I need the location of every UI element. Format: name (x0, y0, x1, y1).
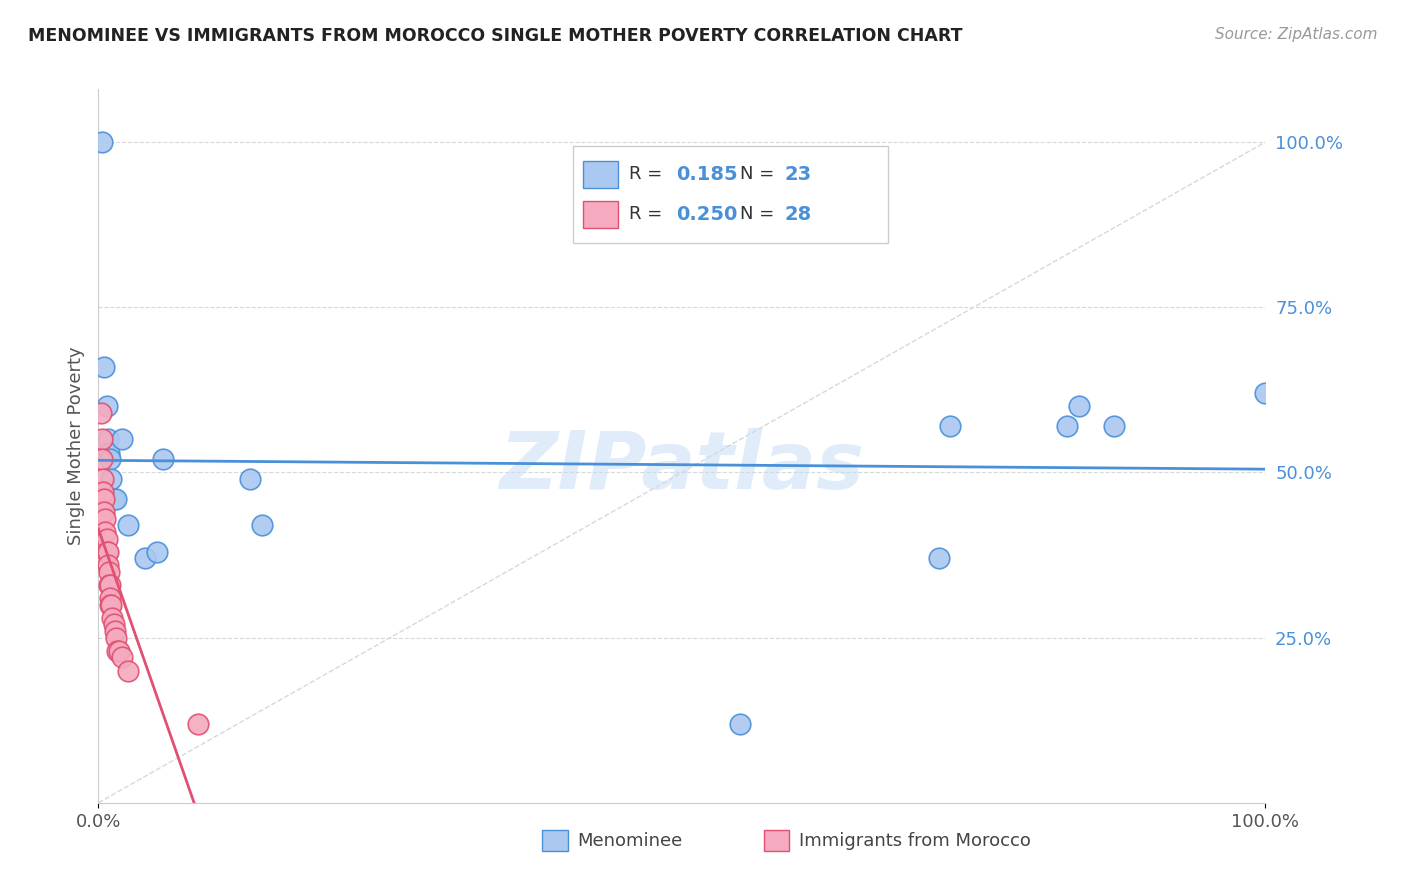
Point (97, 558, 120, 572)
Point (108, 644, 131, 658)
Point (100, 598, 122, 612)
Text: 0.250: 0.250 (676, 204, 738, 224)
Point (93, 491, 115, 506)
Point (90, 135, 112, 149)
Point (90, 433, 112, 447)
Point (101, 611, 124, 625)
Point (97, 578, 120, 592)
Point (104, 491, 127, 506)
Point (105, 644, 128, 658)
Point (239, 472, 262, 486)
Point (152, 452, 174, 467)
Point (96, 545, 118, 559)
Point (98, 598, 121, 612)
Point (93, 359, 115, 374)
Bar (582, 161, 617, 187)
Point (97, 565, 120, 579)
Point (250, 518, 273, 533)
Text: Menominee: Menominee (576, 831, 682, 849)
Text: R =: R = (630, 205, 668, 223)
Point (98, 452, 121, 467)
Point (103, 617, 125, 632)
Point (91, 485, 114, 500)
Point (98, 591, 121, 605)
Point (94, 524, 117, 539)
Bar (541, 830, 568, 851)
Text: Source: ZipAtlas.com: Source: ZipAtlas.com (1215, 27, 1378, 42)
Point (90, 406, 112, 420)
Point (104, 624, 127, 638)
Point (134, 551, 156, 566)
Point (730, 716, 752, 731)
Text: 0.185: 0.185 (676, 165, 738, 184)
Point (97, 445, 120, 459)
Point (187, 716, 209, 731)
Point (117, 518, 139, 533)
Text: Immigrants from Morocco: Immigrants from Morocco (799, 831, 1031, 849)
Point (96, 532, 118, 546)
Text: N =: N = (741, 205, 780, 223)
Text: R =: R = (630, 165, 668, 183)
Text: 23: 23 (785, 165, 811, 184)
Point (928, 551, 950, 566)
Point (97, 433, 120, 447)
Point (111, 433, 134, 447)
Point (117, 664, 139, 678)
Point (1102, 419, 1125, 434)
Point (98, 578, 121, 592)
Point (111, 650, 134, 665)
Bar (582, 201, 617, 227)
Text: ZIPatlas: ZIPatlas (499, 428, 865, 507)
Point (96, 400, 118, 414)
Text: 28: 28 (785, 204, 811, 224)
Text: MENOMINEE VS IMMIGRANTS FROM MOROCCO SINGLE MOTHER POVERTY CORRELATION CHART: MENOMINEE VS IMMIGRANTS FROM MOROCCO SIN… (28, 27, 963, 45)
Point (1254, 386, 1277, 401)
Point (97, 545, 120, 559)
Point (1056, 419, 1078, 434)
Point (90, 452, 112, 467)
Point (91, 472, 114, 486)
Point (94, 511, 117, 525)
Point (146, 545, 169, 559)
Point (100, 472, 122, 486)
Text: N =: N = (741, 165, 780, 183)
Y-axis label: Single Mother Poverty: Single Mother Poverty (66, 347, 84, 545)
FancyBboxPatch shape (574, 146, 889, 243)
Point (93, 505, 115, 519)
Point (103, 491, 125, 506)
Point (1067, 400, 1090, 414)
Point (939, 419, 962, 434)
Bar (763, 830, 789, 851)
Point (104, 631, 127, 645)
